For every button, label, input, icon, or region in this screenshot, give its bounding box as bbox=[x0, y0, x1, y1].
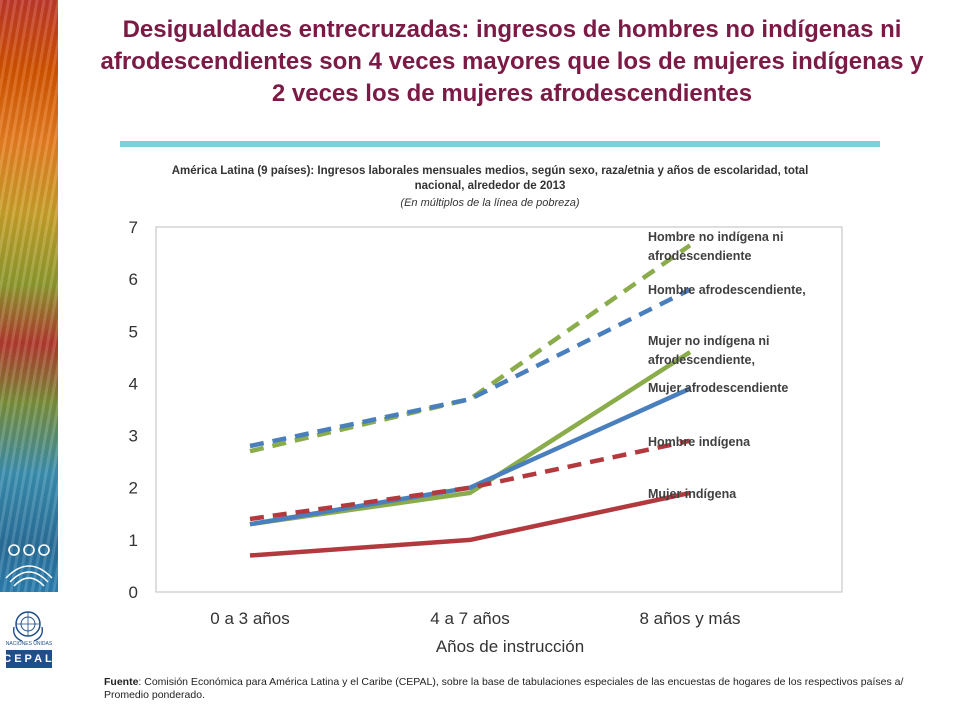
y-tick-label: 0 bbox=[129, 583, 138, 602]
cepal-logo: CEPAL bbox=[3, 650, 52, 668]
un-caption: NACIONES UNIDAS bbox=[5, 641, 53, 647]
series-line bbox=[249, 243, 692, 454]
un-logo-icon bbox=[12, 611, 44, 642]
chart-units-note: (En múltiplos de la línea de pobreza) bbox=[400, 197, 580, 209]
series-label: Mujer afrodescendiente bbox=[648, 381, 788, 395]
source-note: Fuente: Comisión Económica para América … bbox=[104, 676, 924, 702]
plot-frame bbox=[155, 226, 843, 593]
y-tick-label: 5 bbox=[129, 322, 138, 341]
y-tick-label: 7 bbox=[129, 218, 138, 237]
x-axis-label: Años de instrucción bbox=[436, 637, 584, 656]
chart-subtitle: América Latina (9 países): Ingresos labo… bbox=[171, 165, 809, 192]
series-line bbox=[249, 438, 691, 522]
series-label: Hombre indígena bbox=[648, 435, 751, 449]
y-tick-label: 6 bbox=[129, 270, 138, 289]
series-label: Mujer indígena bbox=[648, 487, 737, 501]
cepal-emblem-icon bbox=[5, 544, 53, 587]
y-tick-label: 1 bbox=[129, 531, 138, 550]
series-line bbox=[249, 350, 692, 527]
source-text: : Comisión Económica para América Latina… bbox=[104, 676, 904, 701]
series-label: Hombre no indígena ni afrodescendiente bbox=[648, 230, 783, 263]
y-tick-label: 2 bbox=[129, 479, 138, 498]
series-label: Hombre afrodescendiente, bbox=[648, 283, 806, 297]
decorative-side-band bbox=[0, 0, 58, 592]
x-tick-label: 0 a 3 años bbox=[210, 609, 289, 628]
x-tick-label: 4 a 7 años bbox=[430, 609, 509, 628]
title-rule bbox=[120, 141, 880, 147]
source-label: Fuente bbox=[104, 676, 139, 688]
series-line bbox=[249, 386, 691, 527]
line-chart: 0 1 2 3 4 5 6 7 0 a 3 años 4 a 7 años 8 años y más… bbox=[129, 218, 843, 656]
page-title: Desigualdades entrecruzadas: ingresos de… bbox=[100, 16, 924, 107]
series-label: Mujer no indígena ni afrodescendiente, bbox=[648, 334, 770, 367]
y-tick-label: 3 bbox=[129, 427, 138, 446]
series-line bbox=[249, 287, 692, 449]
y-tick-label: 4 bbox=[129, 374, 138, 393]
series-line bbox=[249, 490, 691, 558]
x-tick-label: 8 años y más bbox=[639, 609, 740, 628]
